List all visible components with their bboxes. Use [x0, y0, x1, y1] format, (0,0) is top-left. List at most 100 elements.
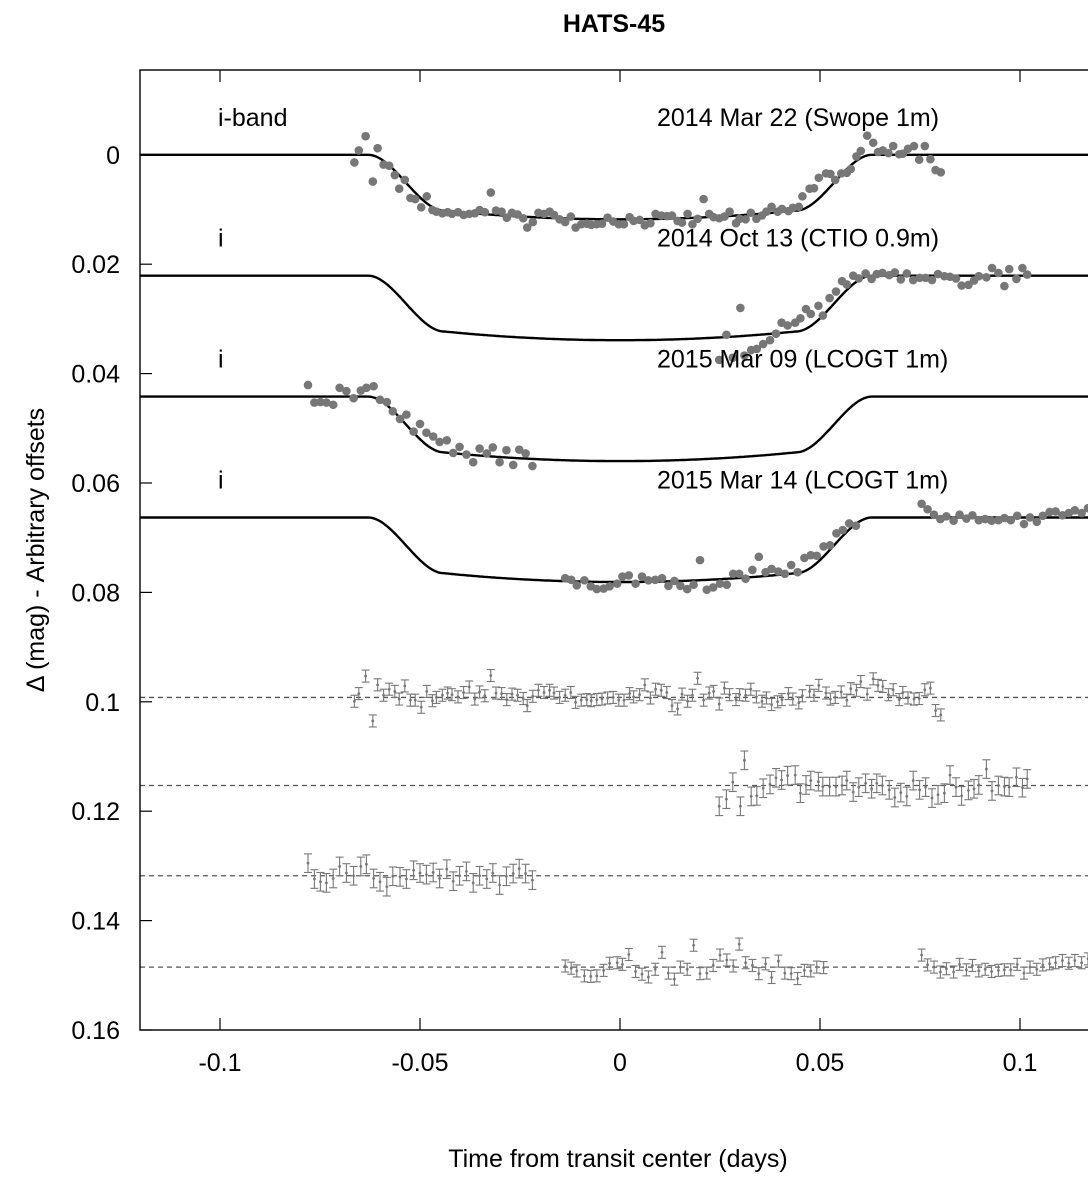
residual-point: [754, 967, 763, 981]
residual-point: [382, 876, 391, 897]
data-point: [814, 301, 823, 311]
residual-marker: [583, 974, 586, 978]
residual-marker: [478, 690, 481, 694]
residual-marker: [653, 967, 657, 971]
residual-marker: [325, 881, 328, 885]
data-point: [844, 519, 854, 528]
residual-marker: [901, 691, 905, 694]
data-point: [349, 393, 358, 403]
residual-point: [486, 668, 495, 683]
data-point: [1051, 507, 1060, 516]
data-point: [1077, 508, 1086, 518]
data-point: [746, 208, 756, 218]
data-point: [856, 146, 866, 156]
residual-marker: [739, 804, 742, 808]
residual-marker: [465, 869, 468, 873]
data-point: [580, 576, 589, 585]
residual-point: [373, 678, 382, 692]
residual-point: [422, 864, 431, 885]
residual-point: [800, 963, 809, 977]
residual-marker: [834, 785, 838, 788]
residual-point: [942, 962, 951, 976]
residual-point: [762, 691, 771, 705]
residual-marker: [770, 976, 773, 979]
residual-point: [646, 691, 655, 705]
residual-point: [586, 969, 595, 983]
residual-point: [946, 765, 954, 785]
residual-marker: [801, 694, 804, 698]
residual-marker: [435, 696, 438, 699]
residual-point: [741, 956, 750, 970]
residual-point: [852, 683, 861, 697]
data-point: [482, 449, 492, 458]
data-point: [758, 339, 768, 349]
residual-marker: [809, 779, 813, 782]
data-point: [528, 461, 537, 471]
residual-marker: [1009, 968, 1013, 972]
residual-point: [1005, 777, 1014, 797]
residual-marker: [918, 788, 921, 792]
band-label: i: [218, 346, 224, 374]
residual-marker: [833, 696, 837, 699]
residual-point: [693, 671, 702, 685]
residual-point: [1000, 963, 1009, 977]
residual-marker: [893, 796, 897, 799]
data-point: [670, 576, 679, 586]
residual-marker: [770, 703, 773, 706]
residual-marker: [1021, 786, 1024, 790]
residual-marker: [673, 977, 676, 981]
residual-point: [369, 868, 378, 889]
residual-marker: [359, 865, 363, 868]
data-point: [783, 321, 792, 330]
data-point: [486, 188, 496, 197]
data-point: [842, 280, 852, 289]
residual-point: [613, 956, 622, 970]
residual-point: [970, 778, 978, 799]
x-tick-label: -0.1: [198, 1049, 241, 1077]
data-point: [861, 269, 870, 278]
x-axis-label: Time from transit center (days): [448, 1145, 787, 1173]
residual-point: [519, 691, 528, 706]
residual-marker: [649, 696, 652, 700]
data-point: [388, 407, 398, 416]
data-point: [400, 175, 410, 185]
residual-point: [651, 682, 660, 696]
residual-point: [566, 685, 575, 700]
residual-marker: [839, 690, 843, 694]
residual-marker: [952, 970, 955, 974]
residual-marker: [517, 867, 521, 871]
residual-marker: [764, 962, 767, 966]
residual-point: [758, 694, 766, 708]
residual-point: [994, 775, 1003, 796]
band-label: i: [218, 225, 224, 253]
residual-point: [842, 693, 851, 707]
residual-point: [715, 697, 724, 711]
residual-marker: [686, 699, 689, 703]
residual-point: [720, 681, 729, 695]
residual-marker: [352, 874, 355, 878]
residual-point: [806, 770, 815, 791]
residual-marker: [425, 873, 428, 877]
residual-point: [1038, 958, 1047, 972]
data-point: [736, 303, 745, 313]
residual-marker: [483, 694, 487, 698]
residual-marker: [702, 698, 705, 702]
residual-point: [1026, 960, 1034, 974]
residual-point: [385, 682, 394, 696]
data-point: [819, 542, 828, 551]
residual-marker: [511, 872, 515, 875]
data-point: [838, 525, 848, 535]
residual-point: [798, 689, 807, 703]
residual-point: [470, 692, 479, 706]
data-point: [462, 450, 471, 459]
residual-marker: [647, 975, 650, 979]
y-tick-label: 0.06: [71, 470, 120, 498]
residual-point: [849, 782, 858, 802]
residual-marker: [365, 862, 368, 866]
residual-point: [1077, 956, 1086, 970]
residual-point: [736, 796, 745, 817]
data-point: [994, 268, 1003, 278]
residual-point: [1045, 957, 1054, 971]
residual-point: [846, 682, 855, 696]
